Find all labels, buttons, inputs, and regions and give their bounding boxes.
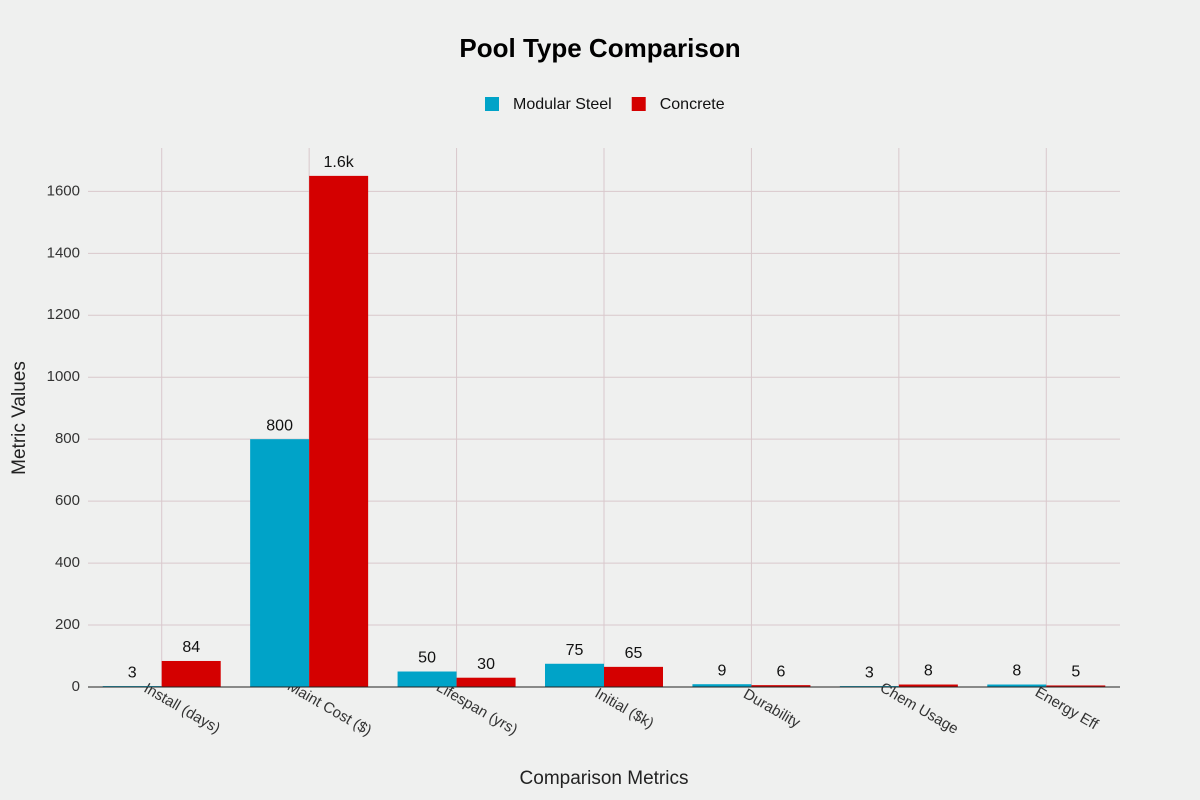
y-tick-label: 0: [72, 678, 80, 695]
x-axis-title: Comparison Metrics: [520, 768, 689, 789]
bar: [456, 677, 516, 687]
y-tick-label: 600: [55, 492, 80, 509]
bar: [250, 439, 310, 687]
y-tick-label: 1600: [47, 182, 80, 199]
y-tick-label: 400: [55, 554, 80, 571]
data-label: 6: [776, 663, 785, 680]
chart-title: Pool Type Comparison: [459, 33, 740, 63]
y-tick-label: 200: [55, 616, 80, 633]
bar: [161, 660, 221, 687]
legend-swatch: [485, 97, 499, 111]
y-tick-label: 1200: [47, 306, 80, 323]
data-label: 3: [865, 664, 874, 681]
legend-label: Modular Steel: [513, 96, 612, 113]
data-label: 1.6k: [324, 154, 355, 171]
data-label: 30: [477, 656, 495, 673]
bar: [692, 684, 752, 687]
bar: [1046, 685, 1106, 687]
data-label: 8: [924, 663, 933, 680]
bar: [898, 684, 958, 687]
data-label: 3: [128, 664, 137, 681]
legend-swatch: [631, 97, 646, 111]
data-label: 8: [1012, 663, 1021, 680]
y-tick-label: 1400: [47, 244, 80, 261]
legend-label: Concrete: [660, 96, 725, 113]
y-tick-label: 800: [55, 430, 80, 447]
data-label: 9: [717, 662, 726, 679]
data-label: 50: [418, 650, 436, 667]
bar: [987, 684, 1047, 687]
data-label: 5: [1071, 664, 1080, 681]
bar: [604, 666, 663, 687]
data-label: 75: [566, 642, 584, 659]
data-label: 84: [182, 639, 200, 656]
bar: [751, 685, 811, 687]
bar: [545, 663, 604, 687]
bar: [309, 175, 369, 687]
data-label: 800: [266, 417, 293, 434]
data-label: 65: [625, 645, 643, 662]
bar: [397, 671, 457, 687]
y-axis-title: Metric Values: [9, 361, 30, 475]
y-tick-label: 1000: [47, 368, 80, 385]
